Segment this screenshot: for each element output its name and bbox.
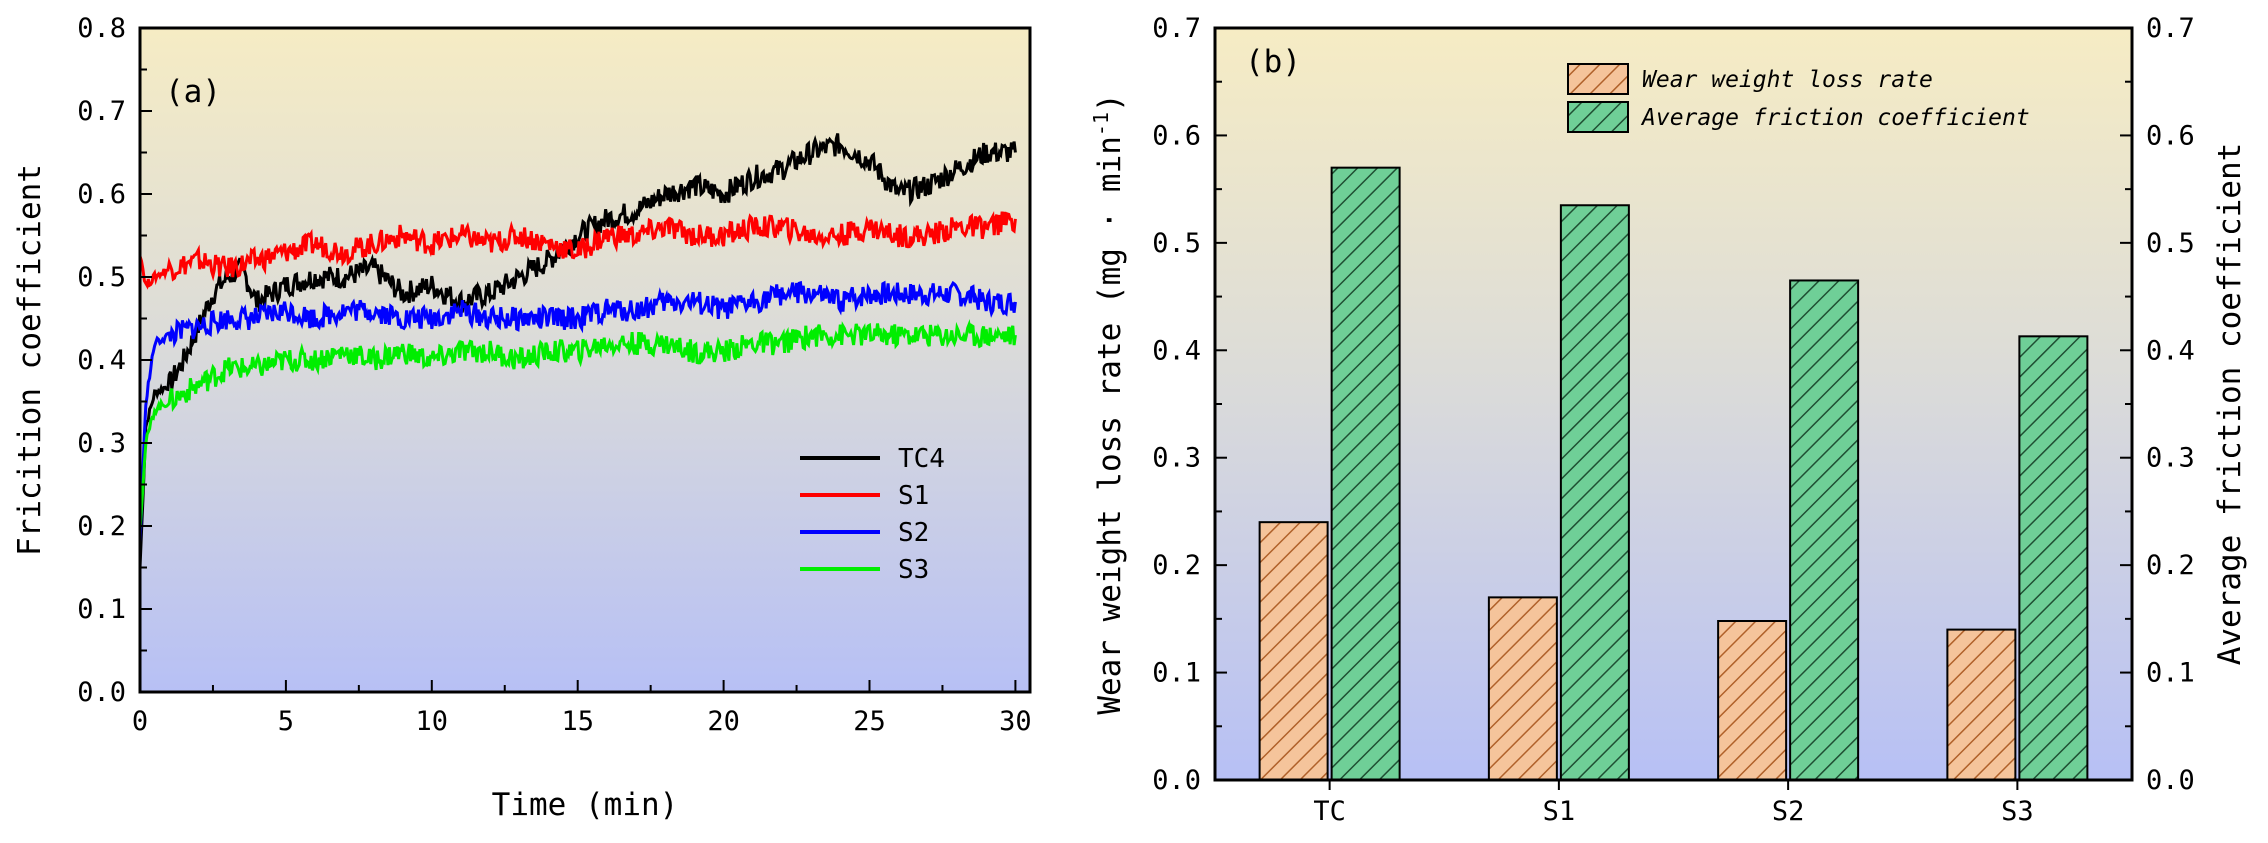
y2-tick-label: 0.6 [2146, 120, 2195, 151]
panel-a: 0 5 10 15 20 25 30 0.0 0.1 0.2 0.3 0.4 0.5 0.6 0.7 0.8… [12, 13, 1032, 823]
x-tick-label: 30 [999, 706, 1032, 737]
panel-a-series-lines [138, 133, 1017, 568]
y-tick-label: 0.4 [1152, 335, 1201, 366]
panel-a-x-axis-title: Time (min) [492, 787, 679, 823]
bar-friction-s1 [1559, 204, 1630, 781]
legend-label-s1: S1 [898, 481, 929, 511]
panel-b-y2-ticks: 0.0 0.1 0.2 0.3 0.4 0.5 0.6 0.7 [2120, 13, 2195, 796]
y-tick-label: 0.6 [77, 179, 126, 210]
series-line-s1 [138, 211, 1017, 290]
panel-a-label: (a) [165, 74, 221, 110]
legend-swatch-wear [1567, 63, 1629, 95]
y-tick-label: 0.5 [1152, 228, 1201, 259]
y-tick-label: 0.2 [77, 511, 126, 542]
x-tick-label: 0 [132, 706, 148, 737]
bar-friction-tc [1330, 166, 1401, 781]
y2-tick-label: 0.0 [2146, 765, 2195, 796]
panel-b-legend: Wear weight loss rate Average friction co… [1567, 63, 2030, 133]
category-label-s3: S3 [2001, 796, 2034, 827]
y-tick-label: 0.7 [1152, 13, 1201, 44]
panel-b-y-axis-title: Wear weight loss rate (mg · min-1) [1089, 93, 1128, 714]
y2-tick-label: 0.5 [2146, 228, 2195, 259]
panel-a-y-axis-title: Fricition coefficient [12, 164, 48, 556]
y-tick-label: 0.2 [1152, 550, 1201, 581]
y-tick-label: 0.3 [77, 428, 126, 459]
bar-wear-tc [1258, 521, 1329, 782]
panel-b-bars [1258, 166, 2089, 782]
x-tick-label: 10 [416, 706, 449, 737]
y-tick-label: 0.6 [1152, 120, 1201, 151]
panel-b: TC S1 S2 S3 0.0 0.1 0.2 0.3 0.4 0.5 0.6 0.7 0.0 0.1… [1089, 13, 2248, 827]
y2-tick-label: 0.3 [2146, 443, 2195, 474]
legend-label-s2: S2 [898, 518, 929, 548]
y-tick-label: 0.0 [77, 677, 126, 708]
y-tick-label: 0.3 [1152, 443, 1201, 474]
x-tick-label: 25 [853, 706, 886, 737]
y2-tick-label: 0.4 [2146, 335, 2195, 366]
panel-b-label: (b) [1245, 44, 1301, 80]
bar-friction-s3 [2018, 335, 2089, 781]
panel-b-y-axis-title-tail: ) [1092, 93, 1128, 112]
legend-label-friction: Average friction coefficient [1640, 105, 2030, 131]
panel-a-x-ticks: 0 5 10 15 20 25 30 [132, 680, 1032, 737]
panel-a-legend: TC4 S1 S2 S3 [800, 444, 945, 585]
legend-swatch-friction [1567, 101, 1629, 133]
x-tick-label: 15 [561, 706, 594, 737]
panel-b-y-ticks: 0.0 0.1 0.2 0.3 0.4 0.5 0.6 0.7 [1152, 13, 1227, 796]
legend-label-wear: Wear weight loss rate [1642, 67, 1933, 93]
y-tick-label: 0.7 [77, 96, 126, 127]
panel-b-x-ticks: TC S1 S2 S3 [1313, 780, 2034, 827]
category-label-tc: TC [1313, 796, 1346, 827]
x-tick-label: 20 [707, 706, 740, 737]
category-label-s2: S2 [1772, 796, 1805, 827]
legend-label-s3: S3 [898, 555, 929, 585]
y-tick-label: 0.8 [77, 13, 126, 44]
category-label-s1: S1 [1543, 796, 1576, 827]
y-tick-label: 0.1 [1152, 658, 1201, 689]
x-tick-label: 5 [278, 706, 294, 737]
panel-b-y2-axis-title: Average friction coefficient [2212, 143, 2248, 666]
y2-tick-label: 0.2 [2146, 550, 2195, 581]
y-tick-label: 0.4 [77, 345, 126, 376]
y-tick-label: 0.1 [77, 594, 126, 625]
bar-wear-s1 [1487, 596, 1558, 781]
panel-b-y-axis-title-sup: -1 [1089, 112, 1113, 136]
panel-a-y-ticks: 0.0 0.1 0.2 0.3 0.4 0.5 0.6 0.7 0.8 [77, 13, 152, 708]
bar-wear-s3 [1946, 628, 2017, 781]
bar-wear-s2 [1717, 620, 1788, 782]
series-line-s3 [138, 318, 1017, 530]
y-tick-label: 0.0 [1152, 765, 1201, 796]
panel-b-y-axis-title-main: Wear weight loss rate (mg · min [1092, 136, 1128, 715]
legend-label-tc4: TC4 [898, 444, 945, 474]
y2-tick-label: 0.1 [2146, 658, 2195, 689]
y2-tick-label: 0.7 [2146, 13, 2195, 44]
y-tick-label: 0.5 [77, 262, 126, 293]
bar-friction-s2 [1789, 279, 1860, 781]
series-line-s2 [138, 280, 1017, 543]
